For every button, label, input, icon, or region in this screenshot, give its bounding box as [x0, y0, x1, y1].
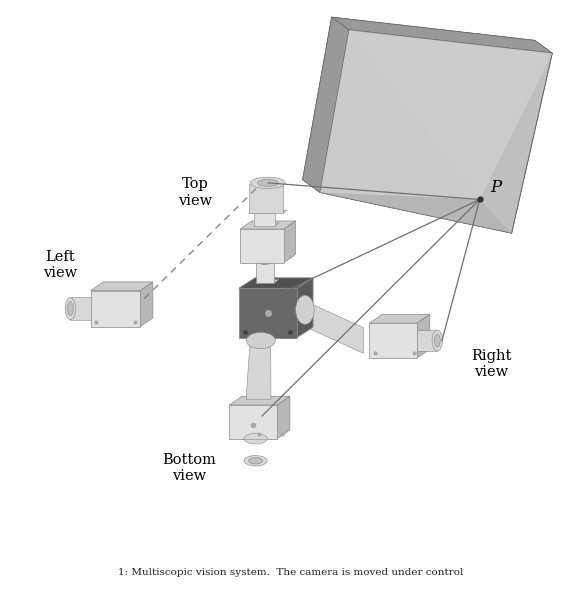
Ellipse shape — [250, 177, 285, 188]
Polygon shape — [255, 260, 274, 283]
Polygon shape — [417, 314, 430, 358]
Polygon shape — [254, 223, 279, 226]
Polygon shape — [255, 280, 279, 283]
Polygon shape — [240, 221, 295, 229]
Polygon shape — [370, 323, 417, 358]
Polygon shape — [254, 213, 275, 226]
Polygon shape — [332, 17, 552, 53]
Polygon shape — [303, 180, 512, 233]
Polygon shape — [494, 40, 552, 233]
Polygon shape — [320, 192, 512, 233]
Text: 1: Multiscopic vision system.  The camera is moved under control: 1: Multiscopic vision system. The camera… — [118, 568, 464, 577]
Polygon shape — [249, 184, 283, 213]
Polygon shape — [249, 210, 287, 213]
Polygon shape — [91, 290, 140, 327]
Polygon shape — [239, 288, 297, 337]
Ellipse shape — [68, 302, 73, 315]
Polygon shape — [246, 337, 271, 399]
Polygon shape — [297, 297, 364, 353]
Ellipse shape — [244, 456, 267, 466]
Polygon shape — [349, 30, 552, 200]
Polygon shape — [239, 278, 313, 288]
Polygon shape — [320, 30, 480, 200]
Polygon shape — [277, 396, 290, 439]
Polygon shape — [370, 314, 430, 323]
Polygon shape — [297, 278, 313, 337]
Polygon shape — [320, 30, 552, 233]
Text: Bottom
view: Bottom view — [162, 453, 217, 484]
Polygon shape — [303, 17, 349, 192]
Ellipse shape — [257, 179, 278, 187]
Text: Top
view: Top view — [178, 178, 212, 207]
Text: Left
view: Left view — [43, 250, 77, 280]
Polygon shape — [303, 17, 535, 220]
Ellipse shape — [246, 333, 275, 349]
Polygon shape — [70, 297, 91, 320]
Ellipse shape — [244, 434, 267, 444]
Text: P: P — [490, 179, 501, 197]
Polygon shape — [229, 396, 290, 405]
Ellipse shape — [432, 330, 442, 351]
Ellipse shape — [249, 457, 262, 464]
Polygon shape — [91, 282, 153, 290]
Ellipse shape — [296, 295, 314, 324]
Polygon shape — [284, 221, 295, 263]
Ellipse shape — [257, 255, 273, 264]
Ellipse shape — [434, 334, 440, 347]
Polygon shape — [140, 282, 153, 327]
Polygon shape — [417, 330, 437, 351]
Ellipse shape — [65, 298, 76, 320]
Text: Right
view: Right view — [471, 349, 512, 379]
Polygon shape — [240, 229, 284, 263]
Polygon shape — [229, 405, 277, 439]
